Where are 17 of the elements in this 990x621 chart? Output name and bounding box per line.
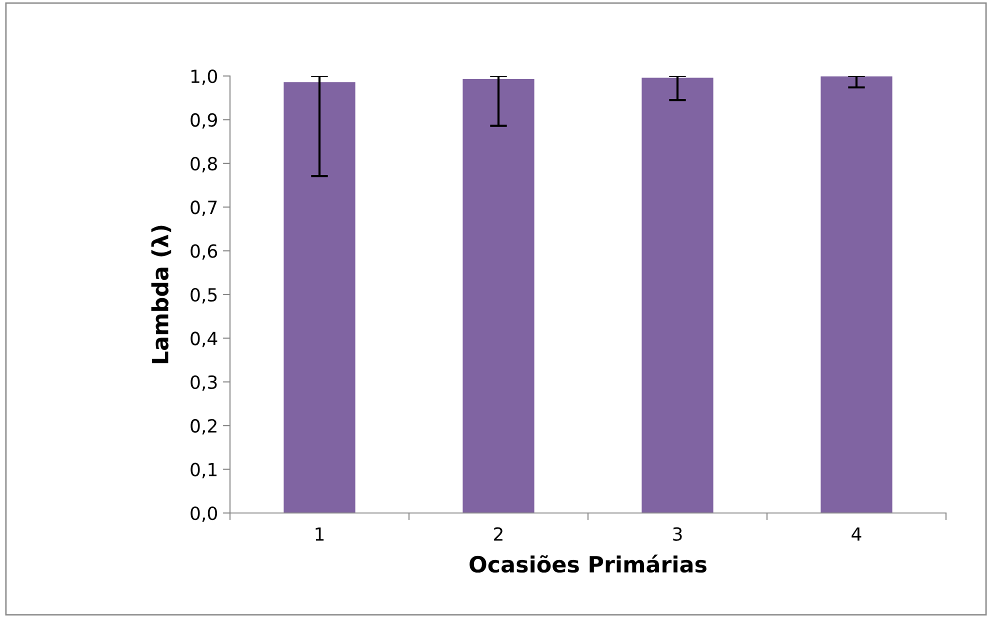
- y-tick-label: 0,5: [190, 288, 217, 304]
- y-tick-label: 0,9: [190, 113, 217, 129]
- y-tick-label: 0,7: [190, 200, 217, 216]
- x-tick-label: 3: [673, 527, 682, 541]
- y-tick-label: 0,4: [190, 332, 218, 348]
- y-tick-label: 1,0: [191, 69, 217, 85]
- y-tick-label: 0,0: [190, 506, 217, 522]
- x-axis-title: Ocasiões Primárias: [470, 554, 706, 573]
- y-tick-label: 0,8: [190, 156, 217, 172]
- y-tick-label: 0,6: [190, 244, 218, 260]
- y-axis-title: Lambda (λ): [151, 226, 172, 364]
- y-tick-label: 0,1: [190, 462, 217, 478]
- x-tick-label: 4: [852, 527, 862, 541]
- x-tick-label: 2: [494, 527, 502, 541]
- x-tick-label: 1: [316, 527, 324, 541]
- y-tick-label: 0,3: [190, 375, 217, 391]
- y-tick-label: 0,2: [190, 419, 216, 435]
